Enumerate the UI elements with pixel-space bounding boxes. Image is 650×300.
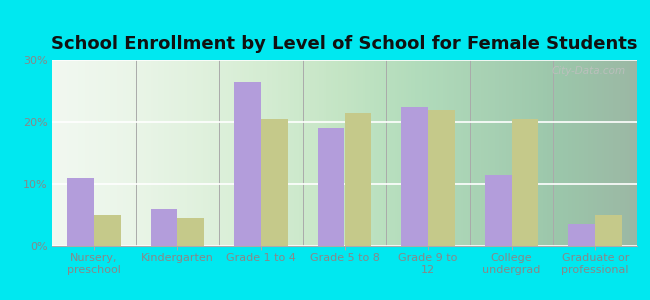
Bar: [234, 82, 261, 246]
Bar: [344, 113, 371, 246]
Bar: [94, 215, 120, 246]
Bar: [569, 224, 595, 246]
Bar: [318, 128, 344, 246]
Bar: [401, 106, 428, 246]
Bar: [151, 209, 177, 246]
Bar: [177, 218, 204, 246]
Bar: [261, 119, 288, 246]
Bar: [512, 119, 538, 246]
Bar: [67, 178, 94, 246]
Bar: [428, 110, 455, 246]
Text: City-Data.com: City-Data.com: [551, 66, 625, 76]
Title: School Enrollment by Level of School for Female Students: School Enrollment by Level of School for…: [51, 35, 638, 53]
Bar: [595, 215, 622, 246]
Bar: [485, 175, 512, 246]
